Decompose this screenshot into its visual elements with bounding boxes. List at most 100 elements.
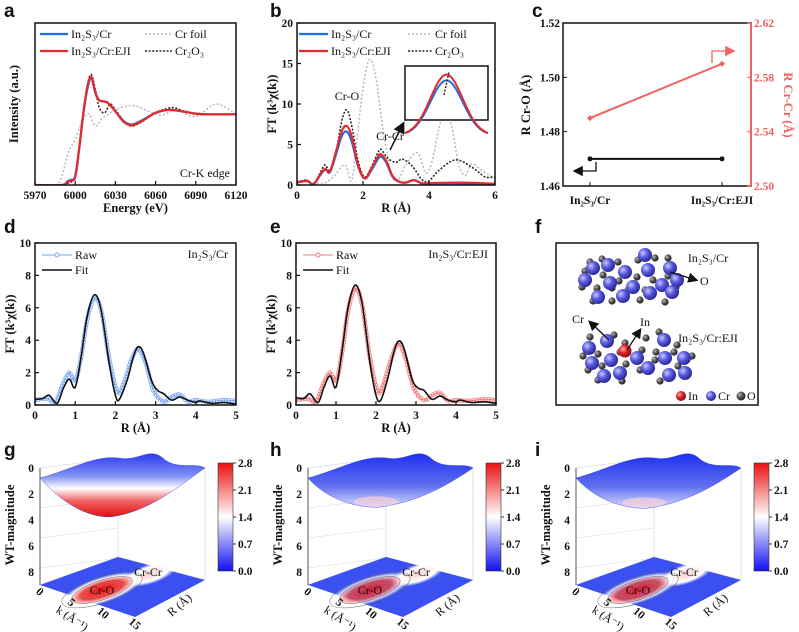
wt-surface — [575, 453, 742, 509]
contour-line — [81, 580, 123, 600]
x-tick-label: 0 — [294, 190, 300, 202]
right-axis-arrow — [711, 45, 736, 63]
x-tick-label: 6000 — [64, 190, 87, 202]
x-tick-label: 6 — [492, 190, 498, 202]
z-tick-label: 0 — [28, 463, 34, 475]
raw-data-point — [176, 392, 181, 397]
y-tick-label-left: 1.46 — [540, 181, 560, 193]
inset — [404, 65, 489, 135]
chromium-atom — [591, 290, 605, 304]
x-axis-label: R (Å) — [121, 421, 151, 435]
x-category-label: In₂S₃/Cr — [570, 195, 611, 207]
y-tick-label: 2 — [286, 368, 292, 380]
r-cr-o-point — [587, 156, 593, 162]
panel-letters: a b c d e f g h i — [4, 1, 543, 461]
y-tick-label: 10 — [281, 238, 293, 250]
raw-data-point — [379, 385, 385, 391]
z-tick-label: 2 — [296, 489, 302, 501]
inset-arrow — [389, 121, 405, 151]
legend-label: Fit — [75, 263, 89, 277]
oxygen-atom — [599, 271, 607, 279]
oxygen-atom — [614, 258, 622, 266]
chromium-atom — [641, 263, 655, 277]
chromium-atom — [603, 276, 617, 290]
z-tick-label: 6 — [28, 541, 34, 553]
right-y-axis-label: R Cr-Cr (Å) — [781, 72, 795, 137]
legend-label: Fit — [336, 263, 350, 277]
oxygen-atom — [664, 254, 672, 262]
axes-frame — [34, 242, 237, 406]
y-tick-label: 6 — [286, 303, 292, 315]
chromium-atom — [582, 341, 596, 355]
wt-surface — [39, 453, 206, 518]
raw-data-point — [71, 377, 76, 383]
chromium-atom — [601, 258, 615, 272]
chromium-atom — [677, 351, 691, 365]
y-tick-label-right: 2.50 — [754, 181, 774, 193]
colorbar-tick-label: 2.8 — [238, 458, 253, 470]
panel-letter-f: f — [535, 217, 542, 238]
y-tick-label-left: 1.48 — [540, 127, 560, 139]
colorbar-tick-label: 2.1 — [506, 485, 521, 497]
raw-data-point — [411, 385, 417, 391]
z-tick-label: 2 — [28, 489, 34, 501]
grid-line — [307, 557, 387, 569]
sample-label: In₂S₃/Cr:EJI — [428, 247, 488, 261]
y-tick-label: 5 — [287, 140, 293, 152]
y-axis-label: Intensity (a.u.) — [7, 65, 21, 143]
cr-o-label: Cr-O — [626, 583, 651, 597]
legend-marker — [315, 252, 321, 258]
x-tick-label: 0 — [293, 410, 299, 422]
y-tick-label-right: 2.58 — [754, 72, 774, 84]
colorbar-tick-label: 1.4 — [506, 512, 521, 524]
raw-data-point — [229, 398, 235, 403]
raw-data-point — [226, 397, 232, 403]
y-tick-label-right: 2.54 — [754, 127, 774, 139]
z-tick-label: 4 — [296, 515, 302, 527]
x-tick-label: 1 — [72, 410, 78, 422]
panel-f-structures: In₂S₃/Cr In₂S₃/Cr:EJI O Cr In In Cr O — [555, 242, 759, 406]
oxygen-atom — [593, 284, 601, 292]
o-arrow-label: O — [700, 274, 709, 288]
legend-cr-swatch — [706, 391, 716, 401]
y-tick-label: 2 — [25, 368, 31, 380]
y-tick-label: 10 — [282, 99, 294, 111]
oxygen-atom — [636, 296, 644, 304]
panel-letter-b: b — [270, 1, 282, 22]
legend-in-label: In — [688, 389, 698, 403]
contour-line — [607, 576, 669, 604]
left-axis-arrow — [572, 162, 597, 177]
oxygen-atom — [661, 298, 669, 306]
chromium-atom — [597, 369, 611, 383]
y-tick-label: 4 — [286, 335, 292, 347]
legend-o-label: O — [747, 389, 756, 403]
colorbar-tick-label: 2.1 — [238, 485, 253, 497]
cr-arrow-label: Cr — [572, 312, 584, 326]
oxygen-atom — [615, 277, 623, 285]
legend-label: Cr foil — [435, 27, 467, 41]
chromium-atom — [613, 366, 627, 380]
oxygen-atom — [608, 297, 616, 305]
colorbar-tick-label: 0.7 — [774, 539, 789, 551]
panel-letter-d: d — [4, 217, 16, 238]
axes-frame — [562, 22, 752, 187]
y-tick-label: 15 — [282, 59, 294, 71]
contour-line — [617, 580, 659, 600]
panel-letter-g: g — [4, 440, 16, 461]
chart-c: 1.46 1.48 1.50 1.52 2.50 2.54 2.58 2.62 In₂S₃/Cr… — [519, 18, 795, 207]
colorbar-tick-label: 0.0 — [506, 566, 521, 578]
oxygen-atom — [651, 356, 659, 364]
colorbar-tick-label: 1.4 — [774, 512, 789, 524]
chromium-atom — [678, 366, 692, 380]
z-tick-label: 4 — [28, 515, 34, 527]
legend-label: Cr₂O₃ — [175, 44, 204, 58]
axes-frame — [295, 242, 497, 406]
cr-cr-label: Cr-Cr — [670, 565, 698, 579]
k-tick-label: 15 — [126, 616, 143, 632]
contour-line — [61, 571, 143, 609]
raw-data-point — [63, 375, 69, 381]
chromium-atom — [585, 356, 599, 370]
colorbar-tick-label: 0.7 — [238, 539, 253, 551]
series-line-fit — [296, 284, 496, 405]
